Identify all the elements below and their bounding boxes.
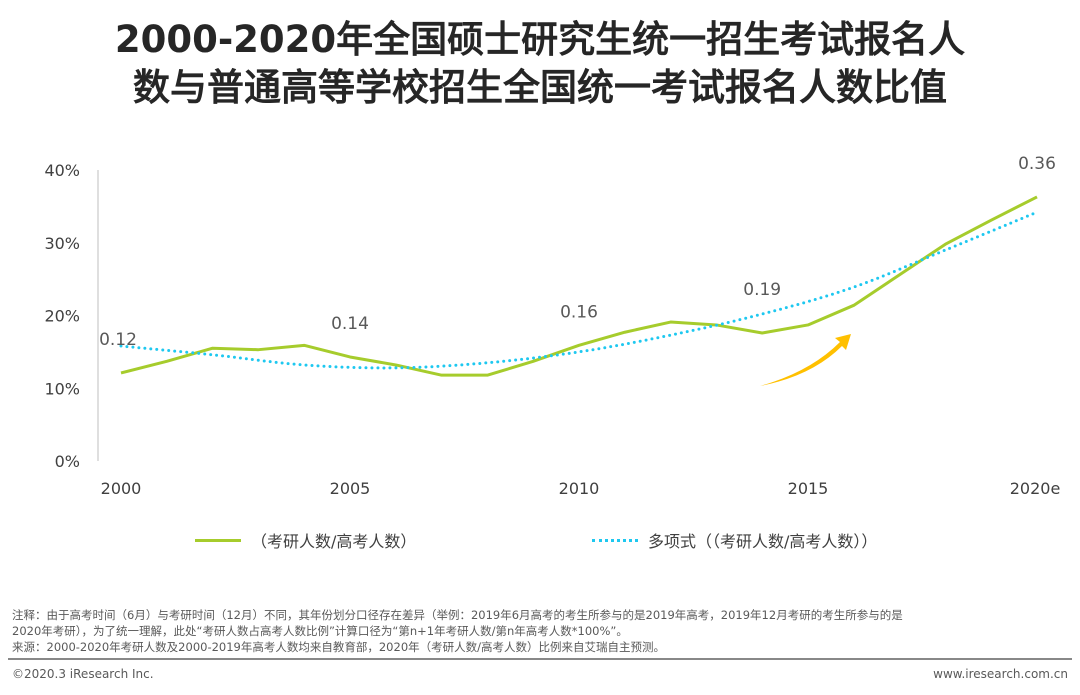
data-label: 0.14 [331,314,369,334]
series-polynomial-trendline [119,210,1039,370]
chart-title-line-1: 2000-2020年全国硕士研究生统一招生考试报名人 [114,18,966,61]
footer-divider [8,658,1072,660]
website: www.iresearch.com.cn [933,667,1068,681]
chart-title-line-2: 数与普通高等学校招生全国统一考试报名人数比值 [133,66,947,109]
legend-swatch-solid [195,538,241,542]
y-tick-label: 0% [55,452,80,471]
legend-label: （考研人数/高考人数） [251,532,417,551]
legend-label: 多项式（（考研人数/高考人数）） [648,532,878,551]
line-chart: 0% 10% 20% 30% 40% 2000 2005 2010 2015 2020e 0.12 0… [44,154,1061,498]
source-line: 来源：2000-2020年考研人数及2000-2019年高考人数均来自教育部，2… [12,640,666,654]
x-tick-label: 2005 [330,479,371,498]
data-label: 0.12 [99,330,137,350]
copyright: ©2020.3 iResearch Inc. [12,667,154,681]
y-tick-label: 30% [44,234,80,253]
x-tick-label: 2010 [559,479,600,498]
data-label: 0.19 [743,280,781,300]
series-ratio-line [120,195,1038,377]
legend-swatch-dotted [592,538,638,542]
x-tick-label: 2000 [101,479,142,498]
note-line-2: 2020年考研），为了统一理解，此处“考研人数占高考人数比例”计算口径为“第n+… [12,624,628,638]
data-label: 0.36 [1018,154,1056,174]
note-line-1: 注释：由于高考时间（6月）与考研时间（12月）不同，其年份划分口径存在差异（举例… [12,608,903,622]
legend-item-ratio: （考研人数/高考人数） [195,528,416,552]
y-tick-label: 20% [44,307,80,326]
trend-arrow-icon [760,334,851,386]
x-tick-label: 2015 [788,479,829,498]
y-tick-label: 40% [44,161,80,180]
data-label: 0.16 [560,302,598,322]
x-tick-label: 2020e [1010,479,1061,498]
legend-item-polynomial: 多项式（（考研人数/高考人数）） [592,528,877,552]
y-tick-label: 10% [44,379,80,398]
